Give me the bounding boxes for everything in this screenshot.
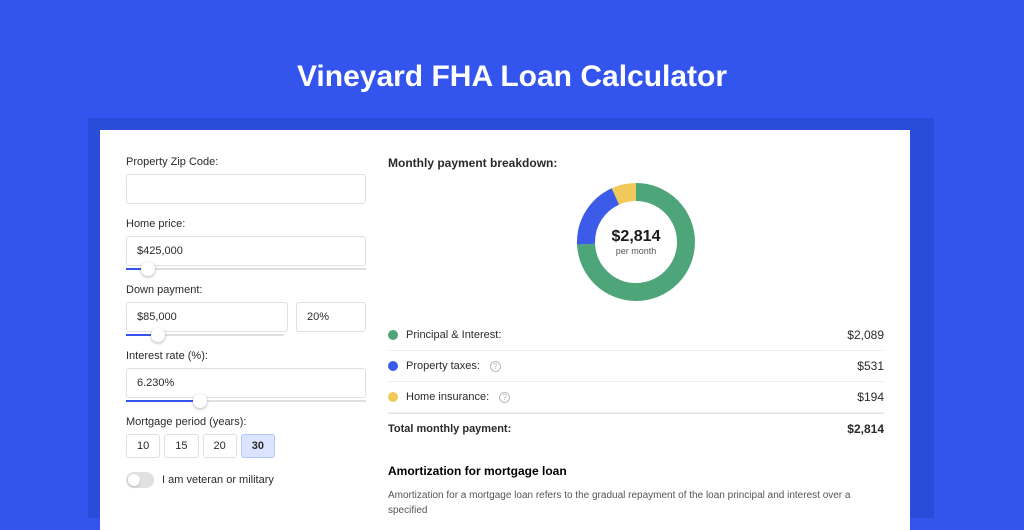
interest-slider-fill	[126, 400, 200, 402]
info-icon[interactable]: ?	[499, 392, 510, 403]
mortgage-period-option[interactable]: 15	[164, 434, 198, 458]
legend-row: Property taxes:? $531	[388, 351, 884, 382]
amortization-title: Amortization for mortgage loan	[388, 464, 884, 478]
donut-center: $2,814 per month	[576, 182, 696, 302]
mortgage-period-label: Mortgage period (years):	[126, 416, 366, 428]
legend-label: Principal & Interest:	[406, 329, 501, 341]
legend-dot	[388, 330, 398, 340]
legend-label: Property taxes:	[406, 360, 480, 372]
breakdown-title: Monthly payment breakdown:	[388, 156, 884, 170]
down-payment-slider[interactable]	[126, 334, 284, 336]
home-price-field-group: Home price:	[126, 218, 366, 270]
veteran-toggle[interactable]	[126, 472, 154, 488]
down-payment-input[interactable]	[126, 302, 288, 332]
zip-field-group: Property Zip Code:	[126, 156, 366, 204]
info-icon[interactable]: ?	[490, 361, 501, 372]
mortgage-period-option[interactable]: 20	[203, 434, 237, 458]
total-row: Total monthly payment: $2,814	[388, 413, 884, 444]
mortgage-period-pills: 10152030	[126, 434, 366, 458]
down-payment-row	[126, 302, 366, 332]
home-price-slider-thumb[interactable]	[141, 262, 155, 276]
page-title: Vineyard FHA Loan Calculator	[0, 0, 1024, 124]
down-payment-pct-input[interactable]	[296, 302, 366, 332]
calculator-card: Property Zip Code: Home price: Down paym…	[100, 130, 910, 530]
veteran-row: I am veteran or military	[126, 472, 366, 488]
veteran-toggle-knob	[128, 474, 140, 486]
legend-dot	[388, 392, 398, 402]
interest-slider[interactable]	[126, 400, 366, 402]
breakdown-panel: Monthly payment breakdown: $2,814 per mo…	[388, 156, 884, 504]
legend-left: Property taxes:?	[388, 360, 501, 372]
legend-dot	[388, 361, 398, 371]
donut-amount: $2,814	[612, 228, 661, 246]
total-left: Total monthly payment:	[388, 423, 511, 435]
zip-input[interactable]	[126, 174, 366, 204]
total-label: Total monthly payment:	[388, 423, 511, 435]
mortgage-period-option[interactable]: 30	[241, 434, 275, 458]
veteran-label: I am veteran or military	[162, 474, 274, 486]
legend-label: Home insurance:	[406, 391, 489, 403]
mortgage-period-option[interactable]: 10	[126, 434, 160, 458]
total-value: $2,814	[847, 422, 884, 436]
interest-input[interactable]	[126, 368, 366, 398]
legend-value: $531	[857, 359, 884, 373]
mortgage-period-field-group: Mortgage period (years): 10152030	[126, 416, 366, 458]
home-price-input[interactable]	[126, 236, 366, 266]
down-payment-label: Down payment:	[126, 284, 366, 296]
amortization-text: Amortization for a mortgage loan refers …	[388, 488, 884, 518]
donut-chart: $2,814 per month	[576, 182, 696, 302]
interest-field-group: Interest rate (%):	[126, 350, 366, 402]
legend-value: $2,089	[847, 328, 884, 342]
interest-slider-thumb[interactable]	[193, 394, 207, 408]
donut-sub: per month	[616, 246, 657, 256]
form-panel: Property Zip Code: Home price: Down paym…	[126, 156, 366, 504]
home-price-slider[interactable]	[126, 268, 366, 270]
zip-label: Property Zip Code:	[126, 156, 366, 168]
home-price-label: Home price:	[126, 218, 366, 230]
down-payment-slider-thumb[interactable]	[151, 328, 165, 342]
legend-row: Home insurance:? $194	[388, 382, 884, 413]
interest-label: Interest rate (%):	[126, 350, 366, 362]
down-payment-field-group: Down payment:	[126, 284, 366, 336]
legend-row: Principal & Interest: $2,089	[388, 320, 884, 351]
donut-container: $2,814 per month	[388, 182, 884, 302]
legend: Principal & Interest: $2,089 Property taxe…	[388, 320, 884, 413]
legend-left: Principal & Interest:	[388, 329, 501, 341]
legend-left: Home insurance:?	[388, 391, 510, 403]
legend-value: $194	[857, 390, 884, 404]
page: Vineyard FHA Loan Calculator Property Zi…	[0, 0, 1024, 512]
